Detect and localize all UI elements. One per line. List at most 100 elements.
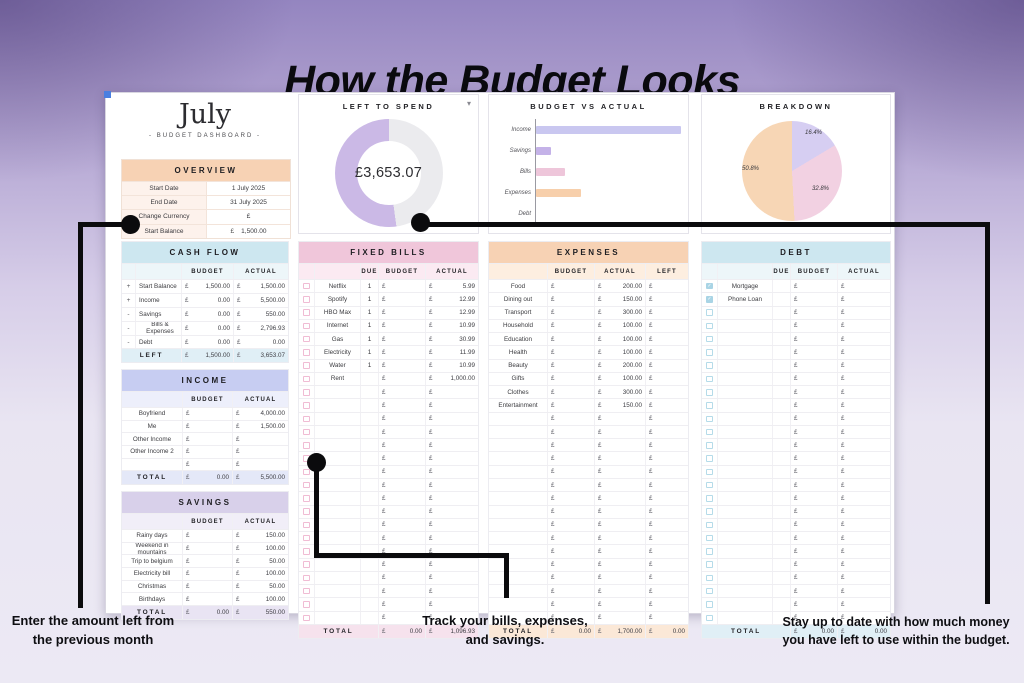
- money-cell[interactable]: £: [378, 571, 425, 585]
- row-label[interactable]: [122, 459, 182, 471]
- row-label[interactable]: [717, 571, 772, 585]
- chevron-down-icon[interactable]: ▾: [466, 99, 471, 108]
- money-cell[interactable]: £: [378, 492, 425, 505]
- money-cell[interactable]: £: [790, 465, 837, 478]
- money-cell[interactable]: £: [790, 478, 837, 492]
- money-cell[interactable]: £: [594, 439, 645, 452]
- checkbox[interactable]: [706, 521, 713, 529]
- money-cell[interactable]: £: [837, 558, 890, 571]
- money-cell[interactable]: £: [547, 319, 594, 333]
- money-cell[interactable]: £0.00: [645, 624, 688, 638]
- row-label[interactable]: Transport: [504, 309, 532, 317]
- money-cell[interactable]: £: [790, 399, 837, 412]
- row-label[interactable]: Household: [502, 322, 534, 330]
- due-cell[interactable]: [360, 478, 378, 492]
- row-label[interactable]: [489, 559, 547, 571]
- checkbox[interactable]: [706, 428, 713, 436]
- row-label[interactable]: [314, 598, 360, 611]
- row-label[interactable]: [717, 465, 772, 478]
- money-cell[interactable]: £: [645, 280, 688, 293]
- row-label[interactable]: [717, 558, 772, 571]
- money-cell[interactable]: £: [594, 452, 645, 465]
- due-cell[interactable]: [772, 518, 790, 532]
- row-label[interactable]: Other Income 2: [130, 448, 174, 456]
- overview-value[interactable]: £1,500.00: [206, 224, 290, 238]
- money-cell[interactable]: £: [425, 492, 478, 505]
- row-label[interactable]: Internet: [314, 319, 360, 333]
- row-label[interactable]: Electricity bill: [133, 570, 171, 578]
- money-cell[interactable]: £: [378, 412, 425, 425]
- money-cell[interactable]: £: [547, 585, 594, 598]
- money-cell[interactable]: £: [547, 359, 594, 372]
- checkbox[interactable]: [706, 481, 713, 489]
- money-cell[interactable]: £: [837, 386, 890, 399]
- money-cell[interactable]: £: [645, 478, 688, 492]
- money-cell[interactable]: £: [547, 452, 594, 465]
- checkbox[interactable]: [303, 601, 310, 608]
- row-label[interactable]: [489, 413, 547, 425]
- money-cell[interactable]: £: [645, 571, 688, 585]
- money-cell[interactable]: £: [837, 505, 890, 518]
- money-cell[interactable]: £0.00: [182, 471, 232, 485]
- money-cell[interactable]: £: [594, 558, 645, 571]
- money-cell[interactable]: £0.00: [547, 624, 594, 638]
- money-cell[interactable]: £: [790, 372, 837, 386]
- money-cell[interactable]: £: [837, 492, 890, 505]
- money-cell[interactable]: £: [594, 492, 645, 505]
- overview-value[interactable]: £: [206, 210, 290, 224]
- money-cell[interactable]: £: [790, 532, 837, 545]
- row-label[interactable]: [717, 452, 772, 465]
- money-cell[interactable]: £: [645, 372, 688, 386]
- money-cell[interactable]: £: [547, 306, 594, 319]
- checkbox[interactable]: [303, 335, 310, 343]
- due-cell[interactable]: 1: [360, 306, 378, 319]
- money-cell[interactable]: £200.00: [594, 359, 645, 372]
- money-cell[interactable]: £11.99: [425, 346, 478, 359]
- due-cell[interactable]: [360, 518, 378, 532]
- money-cell[interactable]: £12.99: [425, 293, 478, 306]
- checkbox[interactable]: [303, 428, 310, 436]
- row-label[interactable]: [717, 399, 772, 412]
- money-cell[interactable]: £1,700.00: [594, 624, 645, 638]
- checkbox[interactable]: [303, 534, 310, 542]
- row-label[interactable]: Phone Loan: [717, 293, 772, 306]
- money-cell[interactable]: £: [547, 399, 594, 412]
- row-label[interactable]: [314, 386, 360, 399]
- money-cell[interactable]: £: [645, 359, 688, 372]
- checkbox[interactable]: [303, 296, 310, 303]
- row-label[interactable]: Water: [314, 359, 360, 372]
- money-cell[interactable]: £: [232, 458, 288, 471]
- checkbox[interactable]: [706, 601, 713, 608]
- money-cell[interactable]: £: [378, 439, 425, 452]
- money-cell[interactable]: £: [594, 505, 645, 518]
- money-cell[interactable]: £: [547, 372, 594, 386]
- money-cell[interactable]: £: [645, 293, 688, 306]
- money-cell[interactable]: £1,000.00: [425, 372, 478, 386]
- money-cell[interactable]: £: [790, 611, 837, 624]
- row-label[interactable]: [314, 399, 360, 412]
- money-cell[interactable]: £: [378, 346, 425, 359]
- money-cell[interactable]: £: [547, 425, 594, 439]
- row-label[interactable]: [489, 492, 547, 504]
- due-cell[interactable]: [772, 478, 790, 492]
- row-label[interactable]: [717, 518, 772, 532]
- checkbox[interactable]: [303, 481, 310, 489]
- due-cell[interactable]: [360, 571, 378, 585]
- row-label[interactable]: [314, 412, 360, 425]
- row-label[interactable]: Boyfriend: [138, 410, 166, 418]
- row-label[interactable]: Mortgage: [717, 280, 772, 293]
- money-cell[interactable]: £: [232, 433, 288, 446]
- money-cell[interactable]: £: [232, 446, 288, 458]
- checkbox[interactable]: [706, 375, 713, 383]
- money-cell[interactable]: £: [790, 412, 837, 425]
- row-label[interactable]: [717, 346, 772, 359]
- money-cell[interactable]: £: [425, 598, 478, 611]
- money-cell[interactable]: £: [645, 532, 688, 545]
- money-cell[interactable]: £: [594, 585, 645, 598]
- row-label[interactable]: [314, 492, 360, 505]
- checkbox[interactable]: ✓: [706, 282, 713, 290]
- checkbox[interactable]: [303, 402, 310, 409]
- row-label[interactable]: [314, 505, 360, 518]
- overview-value[interactable]: 1 July 2025: [206, 182, 290, 196]
- checkbox[interactable]: [303, 309, 310, 316]
